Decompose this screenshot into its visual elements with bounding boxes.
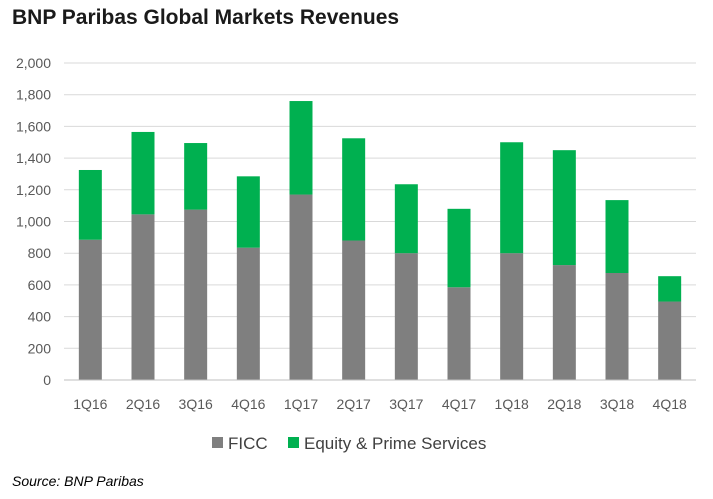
bar-equity-2q18 [552,150,576,266]
bars [78,101,682,380]
bar-equity-4q18 [658,276,682,302]
bar-ficc-1q16 [78,239,102,380]
y-tick-label: 200 [28,340,52,356]
x-tick-label: 2Q16 [126,396,160,412]
bar-ficc-1q17 [289,194,313,380]
x-tick-label: 4Q17 [442,396,476,412]
bar-equity-4q16 [236,176,260,248]
bar-ficc-2q16 [131,214,155,380]
y-tick-label: 1,200 [16,182,51,198]
legend-label-equity: Equity & Prime Services [304,434,486,453]
x-tick-label: 3Q18 [600,396,634,412]
bar-ficc-4q18 [658,301,682,380]
y-tick-label: 1,800 [16,87,51,103]
bar-ficc-3q16 [184,209,208,380]
bar-ficc-1q18 [500,253,524,380]
legend: FICC Equity & Prime Services [212,434,486,453]
bar-equity-3q18 [605,200,629,274]
x-axis-ticks: 1Q16 2Q16 3Q16 4Q16 1Q17 2Q17 3Q17 4Q17 1Q18 2Q18… [73,396,687,412]
gridlines [64,62,696,349]
stacked-bar-chart: 0 200 400 600 800 1,000 1,200 1,400 1,600 1,800 2,… [16,55,696,453]
source-note: Source: BNP Paribas [12,473,144,489]
bar-equity-1q18 [500,142,524,254]
chart-title: BNP Paribas Global Markets Revenues [12,6,400,29]
x-tick-label: 2Q17 [337,396,371,412]
bar-equity-1q16 [78,169,102,240]
bar-equity-2q16 [131,131,155,215]
y-tick-label: 800 [28,245,52,261]
x-tick-label: 4Q16 [231,396,265,412]
y-axis-ticks: 0 200 400 600 800 1,000 1,200 1,400 1,600 1,800 2,… [16,55,51,388]
legend-swatch-equity [288,437,299,448]
bar-equity-3q17 [394,184,418,254]
bar-equity-4q17 [447,208,471,288]
bar-ficc-2q18 [552,265,576,380]
x-tick-label: 1Q18 [495,396,529,412]
x-tick-label: 1Q16 [73,396,107,412]
y-tick-label: 0 [43,372,51,388]
y-tick-label: 1,000 [16,214,51,230]
x-tick-label: 1Q17 [284,396,318,412]
legend-label-ficc: FICC [228,434,268,453]
y-tick-label: 600 [28,277,52,293]
x-tick-label: 2Q18 [547,396,581,412]
bar-equity-1q17 [289,101,313,195]
y-tick-label: 2,000 [16,55,51,71]
bar-ficc-3q17 [394,253,418,380]
bar-equity-2q17 [342,138,366,241]
bar-ficc-2q17 [342,240,366,380]
bar-ficc-4q17 [447,287,471,380]
bar-ficc-4q16 [236,247,260,380]
y-tick-label: 1,600 [16,118,51,134]
x-tick-label: 3Q16 [179,396,213,412]
x-tick-label: 3Q17 [389,396,423,412]
y-tick-label: 1,400 [16,150,51,166]
bar-equity-3q16 [184,143,208,210]
bar-ficc-3q18 [605,273,629,380]
legend-swatch-ficc [212,437,223,448]
x-tick-label: 4Q18 [653,396,687,412]
y-tick-label: 400 [28,309,52,325]
